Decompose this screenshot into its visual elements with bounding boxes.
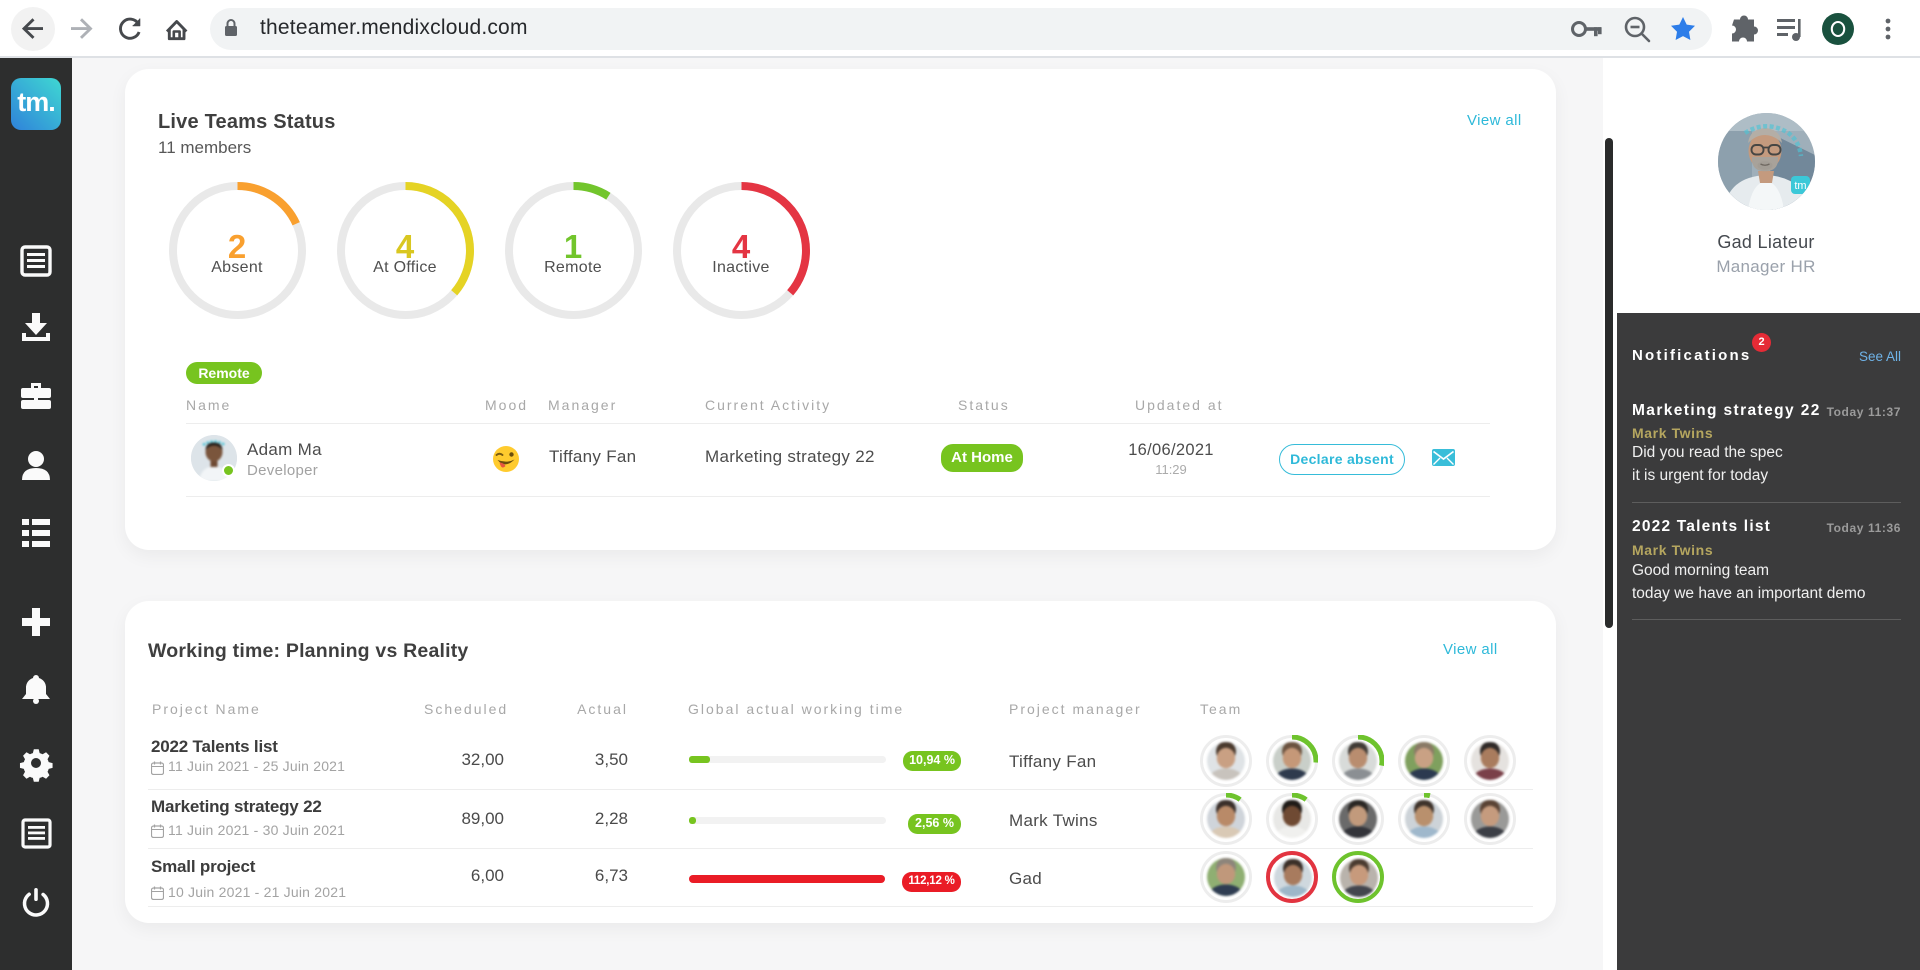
svg-text:tm: tm: [1794, 180, 1806, 192]
